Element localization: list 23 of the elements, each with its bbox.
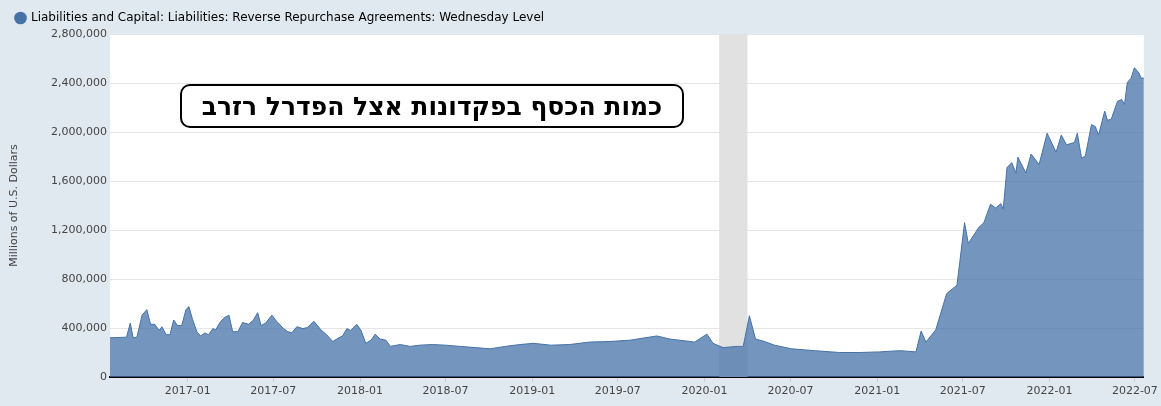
x-tick-label: 2019-07 <box>594 384 641 398</box>
annotation: כמות הכסף בפקדונות אצל הפדרל רזרב <box>180 84 684 128</box>
y-tick-label: 0 <box>100 369 107 383</box>
y-tick-label: 1,200,000 <box>51 222 107 236</box>
y-tick-label: 2,800,000 <box>51 26 107 40</box>
legend-label: Liabilities and Capital: Liabilities: Reverse Repurchase Agreements: Wednesday Level <box>31 10 545 25</box>
x-tick-label: 2018-07 <box>422 384 469 398</box>
x-tick-label: 2019-01 <box>509 384 556 398</box>
x-tick-label: 2021-07 <box>939 384 986 398</box>
y-axis-title: Millions of U.S. Dollars <box>7 143 21 267</box>
x-tick-label: 2022-07 <box>1111 384 1158 398</box>
x-tick-label: 2020-01 <box>681 384 728 398</box>
x-tick-label: 2017-01 <box>164 384 211 398</box>
y-tick-label: 2,000,000 <box>51 124 107 138</box>
x-tick-label: 2020-07 <box>767 384 814 398</box>
x-tick-label: 2017-07 <box>250 384 297 398</box>
x-tick-label: 2021-01 <box>854 384 901 398</box>
x-tick-label: 2022-01 <box>1026 384 1073 398</box>
y-tick-label: 400,000 <box>61 320 107 334</box>
y-tick-label: 800,000 <box>61 271 107 285</box>
y-tick-label: 1,600,000 <box>51 173 107 187</box>
x-tick-label: 2018-01 <box>337 384 384 398</box>
y-tick-label: 2,400,000 <box>51 75 107 89</box>
